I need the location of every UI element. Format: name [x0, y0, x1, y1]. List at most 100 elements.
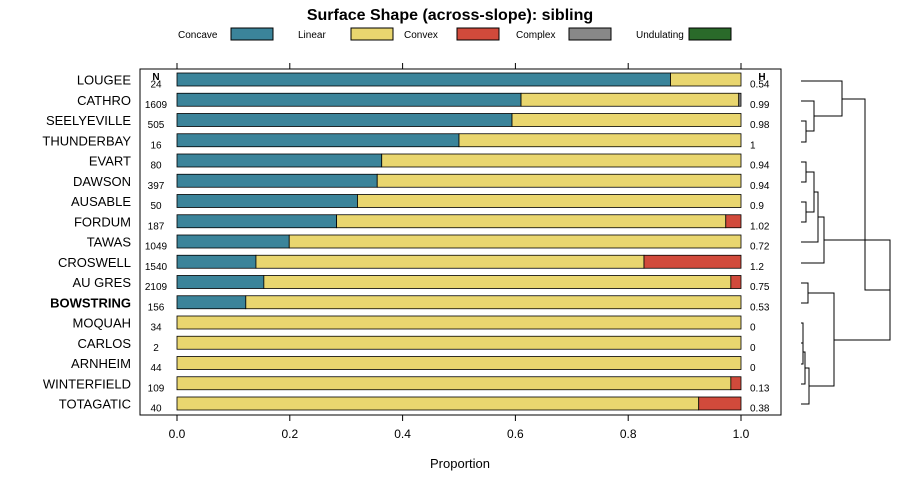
n-value-fordum: 187 — [148, 221, 165, 232]
bar-dawson-linear — [376, 173, 742, 188]
dendrogram-branch — [806, 171, 815, 213]
bar-au-gres-concave — [176, 275, 265, 289]
chart-title: Surface Shape (across-slope): sibling — [307, 7, 593, 24]
dendrogram-branch — [842, 98, 890, 291]
row-label-cathro: CATHRO — [77, 93, 131, 108]
bar-tawas-concave — [176, 234, 290, 249]
legend-swatch-concave — [230, 27, 274, 41]
bar-fordum-concave — [176, 214, 338, 229]
bar-fordum-convex — [725, 214, 742, 229]
row-label-totagatic: TOTAGATIC — [59, 397, 131, 412]
dendrogram — [801, 80, 891, 405]
x-tick-label: 0.2 — [281, 427, 298, 441]
bar-tawas-linear — [288, 234, 742, 249]
row-label-bowstring: BOWSTRING — [50, 295, 131, 310]
legend-label-linear: Linear — [298, 30, 326, 41]
bar-seelyeville-concave — [176, 113, 513, 127]
legend-label-undulating: Undulating — [636, 30, 684, 41]
row-label-dawson: DAWSON — [73, 174, 131, 189]
bar-bowstring-linear — [245, 295, 742, 310]
x-axis: 0.0 0.2 0.4 0.6 0.8 1.0 — [169, 63, 750, 441]
bar-thunderbay-concave — [176, 133, 460, 148]
bar-totagatic-convex — [698, 396, 742, 411]
h-value-totagatic: 0.38 — [750, 404, 770, 415]
legend-label-complex: Complex — [516, 30, 555, 41]
h-value-cathro: 0.99 — [750, 100, 770, 111]
bar-fordum-linear — [336, 214, 727, 229]
n-value-seelyeville: 505 — [148, 120, 165, 131]
row-label-carlos: CARLOS — [78, 336, 132, 351]
n-value-bowstring: 156 — [148, 302, 165, 313]
legend-label-concave: Concave — [178, 30, 218, 41]
dendrogram-branch — [808, 292, 835, 387]
x-axis-title: Proportion — [430, 456, 490, 471]
x-tick-label: 0.6 — [507, 427, 524, 441]
plot-frame — [139, 68, 782, 416]
n-value-moquah: 34 — [150, 323, 162, 334]
n-value-lougee: 24 — [150, 80, 162, 91]
row-label-arnheim: ARNHEIM — [71, 356, 131, 371]
row-label-tawas: TAWAS — [87, 235, 132, 250]
x-tick-label: 1.0 — [733, 427, 750, 441]
dendrogram-branch — [801, 80, 843, 117]
bar-evart-concave — [176, 153, 383, 168]
bar-bowstring-concave — [176, 295, 247, 310]
h-value-moquah: 0 — [750, 323, 756, 334]
n-value-dawson: 397 — [148, 181, 165, 192]
dendrogram-branch — [801, 216, 825, 264]
h-value-winterfield: 0.13 — [750, 383, 770, 394]
bar-croswell-concave — [176, 254, 257, 269]
x-tick-label: 0.0 — [169, 427, 186, 441]
n-value-carlos: 2 — [153, 343, 159, 354]
legend-swatch-linear — [350, 27, 394, 41]
h-value-au-gres: 0.75 — [750, 282, 770, 293]
n-column-header: N — [152, 72, 159, 83]
bar-au-gres-convex — [730, 275, 742, 289]
h-value-lougee: 0.54 — [750, 80, 770, 91]
bar-cathro-complex — [738, 92, 742, 107]
n-value-ausable: 50 — [150, 201, 162, 212]
legend-swatch-undulating — [688, 27, 732, 41]
row-label-au-gres: AU GRES — [72, 275, 131, 290]
h-value-bowstring: 0.53 — [750, 302, 770, 313]
h-value-dawson: 0.94 — [750, 181, 770, 192]
bar-croswell-linear — [255, 254, 645, 269]
n-value-croswell: 1540 — [145, 262, 168, 273]
bar-cathro-concave — [176, 92, 522, 107]
bar-arnheim-linear — [176, 356, 742, 370]
bar-carlos-linear — [176, 335, 742, 350]
row-label-lougee: LOUGEE — [77, 73, 132, 88]
dendrogram-branch — [801, 201, 807, 223]
n-value-evart: 80 — [150, 161, 162, 172]
bar-winterfield-convex — [730, 376, 742, 391]
bar-cathro-linear — [520, 92, 740, 107]
dendrogram-branch — [801, 191, 819, 243]
row-label-croswell: CROSWELL — [58, 255, 131, 270]
dendrogram-branch — [801, 161, 807, 183]
row-label-ausable: AUSABLE — [71, 194, 131, 209]
bar-ausable-linear — [357, 194, 742, 208]
h-value-thunderbay: 1 — [750, 140, 756, 151]
n-value-au-gres: 2109 — [145, 282, 168, 293]
bar-totagatic-linear — [176, 396, 700, 411]
h-value-arnheim: 0 — [750, 363, 756, 374]
bar-seelyeville-linear — [511, 113, 742, 127]
h-value-seelyeville: 0.98 — [750, 120, 770, 131]
dendrogram-branch — [801, 100, 815, 132]
h-value-tawas: 0.72 — [750, 242, 770, 253]
x-tick-label: 0.4 — [394, 427, 411, 441]
bar-evart-linear — [381, 153, 742, 168]
legend-label-convex: Convex — [404, 30, 438, 41]
row-label-evart: EVART — [89, 154, 131, 169]
legend-swatch-convex — [456, 27, 500, 41]
bar-au-gres-linear — [263, 275, 732, 289]
n-value-winterfield: 109 — [148, 383, 165, 394]
row-label-moquah: MOQUAH — [73, 316, 132, 331]
bar-thunderbay-linear — [458, 133, 742, 148]
bars — [176, 72, 742, 411]
x-tick-label: 0.8 — [620, 427, 637, 441]
dendrogram-branch — [801, 333, 804, 365]
h-value-evart: 0.94 — [750, 161, 770, 172]
n-value-totagatic: 40 — [150, 404, 162, 415]
